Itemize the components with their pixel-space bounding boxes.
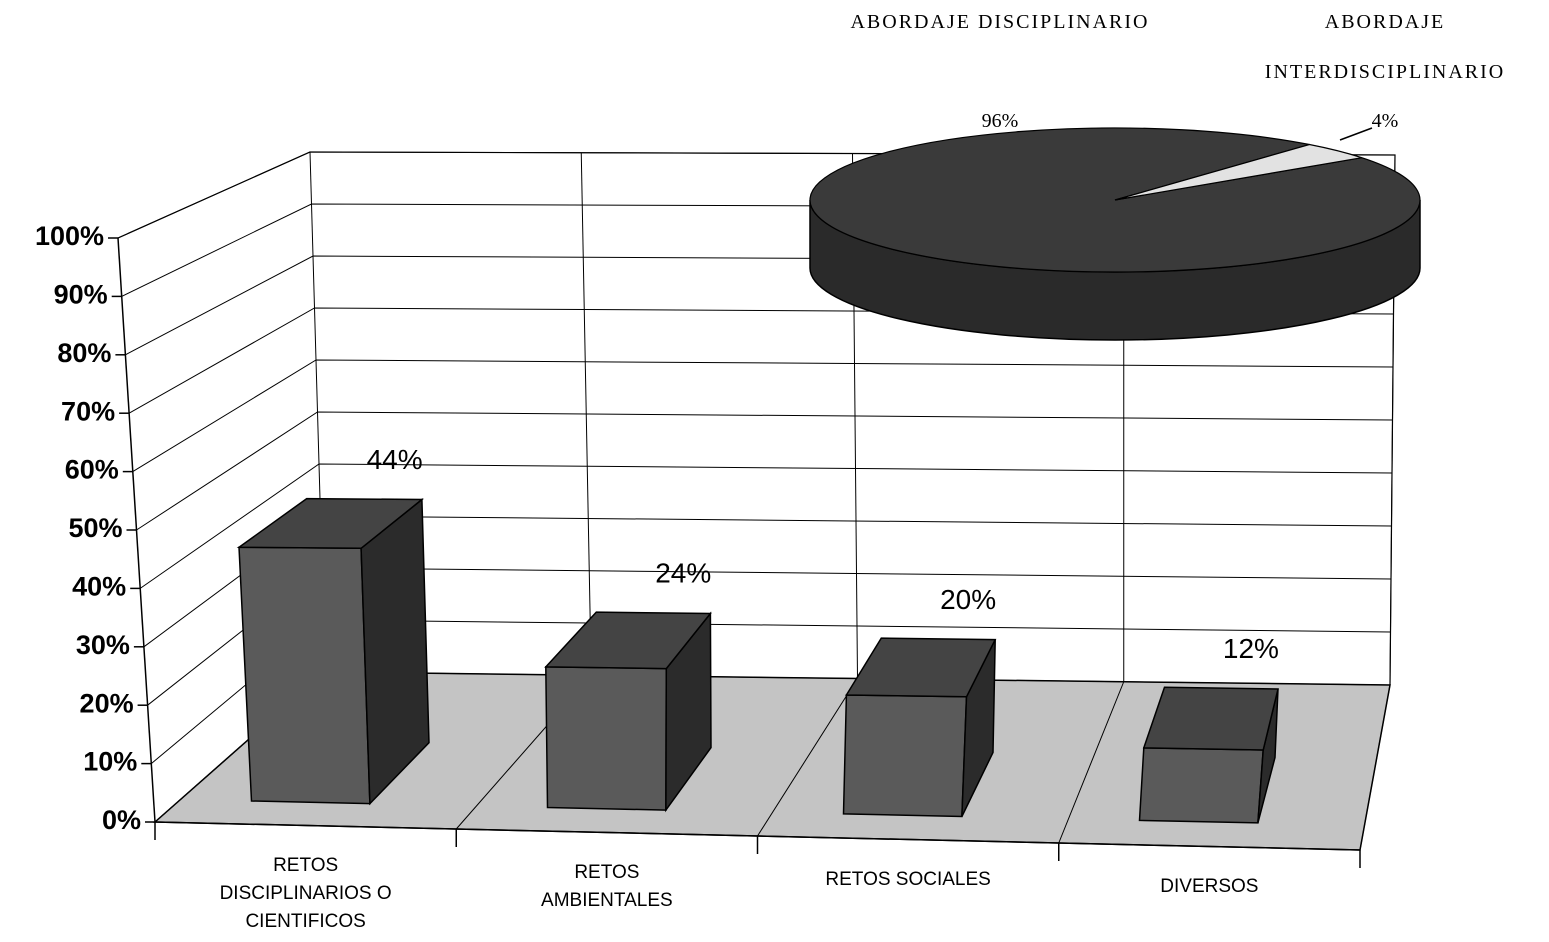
pie-label: ABORDAJE INTERDISCIPLINARIO <box>1264 11 1506 83</box>
pie-slice <box>1114 143 1362 201</box>
y-tick-label: 80% <box>57 338 111 368</box>
y-tick-label: 20% <box>80 688 134 718</box>
pie-value-label: 96% <box>981 110 1019 132</box>
y-tick-label: 100% <box>35 221 104 251</box>
bar-front <box>842 694 968 818</box>
pie-value-label: 4% <box>1371 110 1399 132</box>
bar-top <box>1142 686 1279 751</box>
leader-line <box>1339 127 1373 141</box>
grid-line <box>136 411 1393 531</box>
bar-front <box>238 546 371 805</box>
y-tick-label: 90% <box>54 280 108 310</box>
bar-top <box>845 637 997 698</box>
value-label: 12% <box>1223 633 1279 664</box>
value-label: 24% <box>655 558 711 589</box>
bar-top <box>544 611 712 670</box>
bar-top <box>236 497 425 550</box>
floor-divider <box>1359 684 1391 851</box>
x-tick-label: RETOS AMBIENTALES <box>541 861 673 911</box>
bar <box>236 497 430 806</box>
grid-line <box>132 359 1394 473</box>
floor-divider <box>757 678 858 837</box>
x-tick-label: DIVERSOS <box>1160 875 1259 897</box>
pie-label: ABORDAJE DISCIPLINARIO <box>850 11 1150 33</box>
y-tick-label: 70% <box>61 396 115 426</box>
floor-divider <box>1058 681 1125 844</box>
bar <box>842 637 997 818</box>
y-tick-label: 50% <box>68 513 122 543</box>
y-tick-label: 40% <box>72 572 126 602</box>
bar-front <box>545 666 668 811</box>
bar <box>544 611 712 813</box>
grid-line <box>139 463 1393 589</box>
value-label: 20% <box>940 584 996 615</box>
y-tick-label: 0% <box>102 805 141 835</box>
x-tick-label: RETOS DISCIPLINARIOS O CIENTIFICOS <box>219 854 392 932</box>
y-tick-label: 10% <box>83 747 137 777</box>
bar <box>1138 686 1279 824</box>
x-tick-label: RETOS SOCIALES <box>825 868 991 890</box>
bar-front <box>1138 747 1265 824</box>
value-label: 44% <box>367 444 423 475</box>
y-tick-label: 60% <box>65 455 119 485</box>
y-tick-label: 30% <box>76 630 130 660</box>
